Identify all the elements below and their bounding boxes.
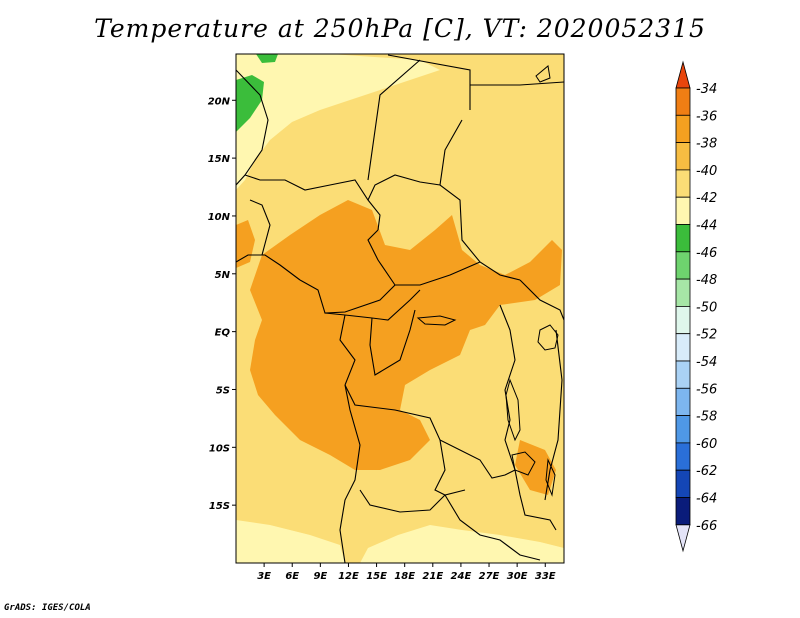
footer-credit: GrADS: IGES/COLA — [4, 603, 91, 613]
latitude-axis: 20N 15N 10N 5N EQ 5S 10S 15S — [208, 96, 236, 512]
colorbar-swatch — [675, 224, 691, 253]
map-title: Temperature at 250hPa [C], VT: 202005231… — [94, 14, 706, 43]
lat-tick-label: 5N — [215, 270, 231, 281]
colorbar-label: -64 — [696, 492, 717, 507]
lon-tick-label: 12E — [338, 571, 359, 582]
colorbar-swatch — [675, 442, 691, 471]
field-region-pale-south — [360, 525, 564, 563]
lon-tick-label: 9E — [313, 571, 327, 582]
colorbar-swatch — [675, 333, 691, 362]
colorbar-label: -36 — [696, 109, 717, 124]
lat-tick-label: EQ — [215, 328, 231, 339]
colorbar-swatch — [675, 305, 691, 335]
field-region-orange-central — [250, 200, 562, 470]
lat-tick-label: 15S — [209, 501, 230, 512]
colorbar-swatch — [675, 114, 691, 144]
colorbar-swatch — [675, 196, 691, 225]
colorbar-label: -48 — [696, 273, 717, 288]
colorbar-label: -38 — [696, 137, 717, 152]
lon-tick-label: 24E — [451, 571, 472, 582]
colorbar-label: -46 — [696, 246, 717, 261]
field-region-green-nw — [236, 75, 264, 132]
lon-tick-label: 15E — [366, 571, 387, 582]
colorbar-label: -62 — [696, 464, 717, 479]
lon-tick-label: 18E — [394, 571, 415, 582]
colorbar-swatch — [675, 278, 691, 307]
colorbar-label: -56 — [696, 382, 717, 397]
colorbar-label: -40 — [696, 164, 717, 179]
colorbar-swatch — [675, 469, 691, 498]
field-region-orange-east — [515, 440, 556, 495]
colorbar-swatch — [675, 360, 691, 389]
colorbar-top-arrow — [675, 60, 691, 89]
colorbar-label: -42 — [696, 191, 717, 206]
colorbar-swatch — [675, 142, 691, 171]
lon-tick-label: 30E — [507, 571, 528, 582]
colorbar-label: -58 — [696, 410, 717, 425]
lon-tick-label: 21E — [422, 571, 443, 582]
colorbar-label: -52 — [696, 328, 717, 343]
lat-tick-label: 5S — [216, 385, 230, 396]
country-borders — [236, 54, 564, 563]
lat-tick-label: 20N — [208, 96, 231, 107]
lat-tick-label: 10S — [209, 443, 230, 454]
lon-tick-label: 3E — [257, 571, 271, 582]
lakes — [416, 65, 559, 497]
map-panel — [235, 53, 565, 564]
colorbar-label: -44 — [696, 219, 717, 234]
colorbar-bottom-arrow — [675, 524, 691, 553]
colorbar-swatch — [675, 169, 691, 198]
colorbar-swatch — [675, 415, 691, 444]
colorbar-swatch — [675, 387, 691, 416]
colorbar-label: -50 — [696, 300, 717, 315]
map-frame — [235, 53, 565, 564]
lon-tick-label: 27E — [479, 571, 500, 582]
colorbar-swatch — [675, 497, 691, 526]
field-region-green-top — [256, 54, 278, 63]
colorbar-label: -34 — [696, 82, 717, 97]
colorbar: -34 -36 -38 -40 -42 -44 -46 -48 -50 -52 -54 -56 -58 -… — [675, 60, 717, 553]
colorbar-label: -60 — [696, 437, 717, 452]
field-region-pale-sw — [236, 520, 345, 563]
field-region-pale-north — [236, 54, 440, 190]
lon-tick-label: 6E — [285, 571, 299, 582]
colorbar-label: -54 — [696, 355, 717, 370]
lat-tick-label: 15N — [208, 154, 231, 165]
colorbar-swatch — [675, 251, 691, 280]
lat-tick-label: 10N — [208, 212, 231, 223]
lon-tick-label: 33E — [535, 571, 556, 582]
field-region-orange-nw — [236, 220, 255, 268]
longitude-axis: 3E 6E 9E 12E 15E 18E 21E 24E 27E 30E 33E — [257, 563, 556, 582]
colorbar-label: -66 — [696, 519, 717, 534]
colorbar-swatch — [675, 87, 691, 116]
